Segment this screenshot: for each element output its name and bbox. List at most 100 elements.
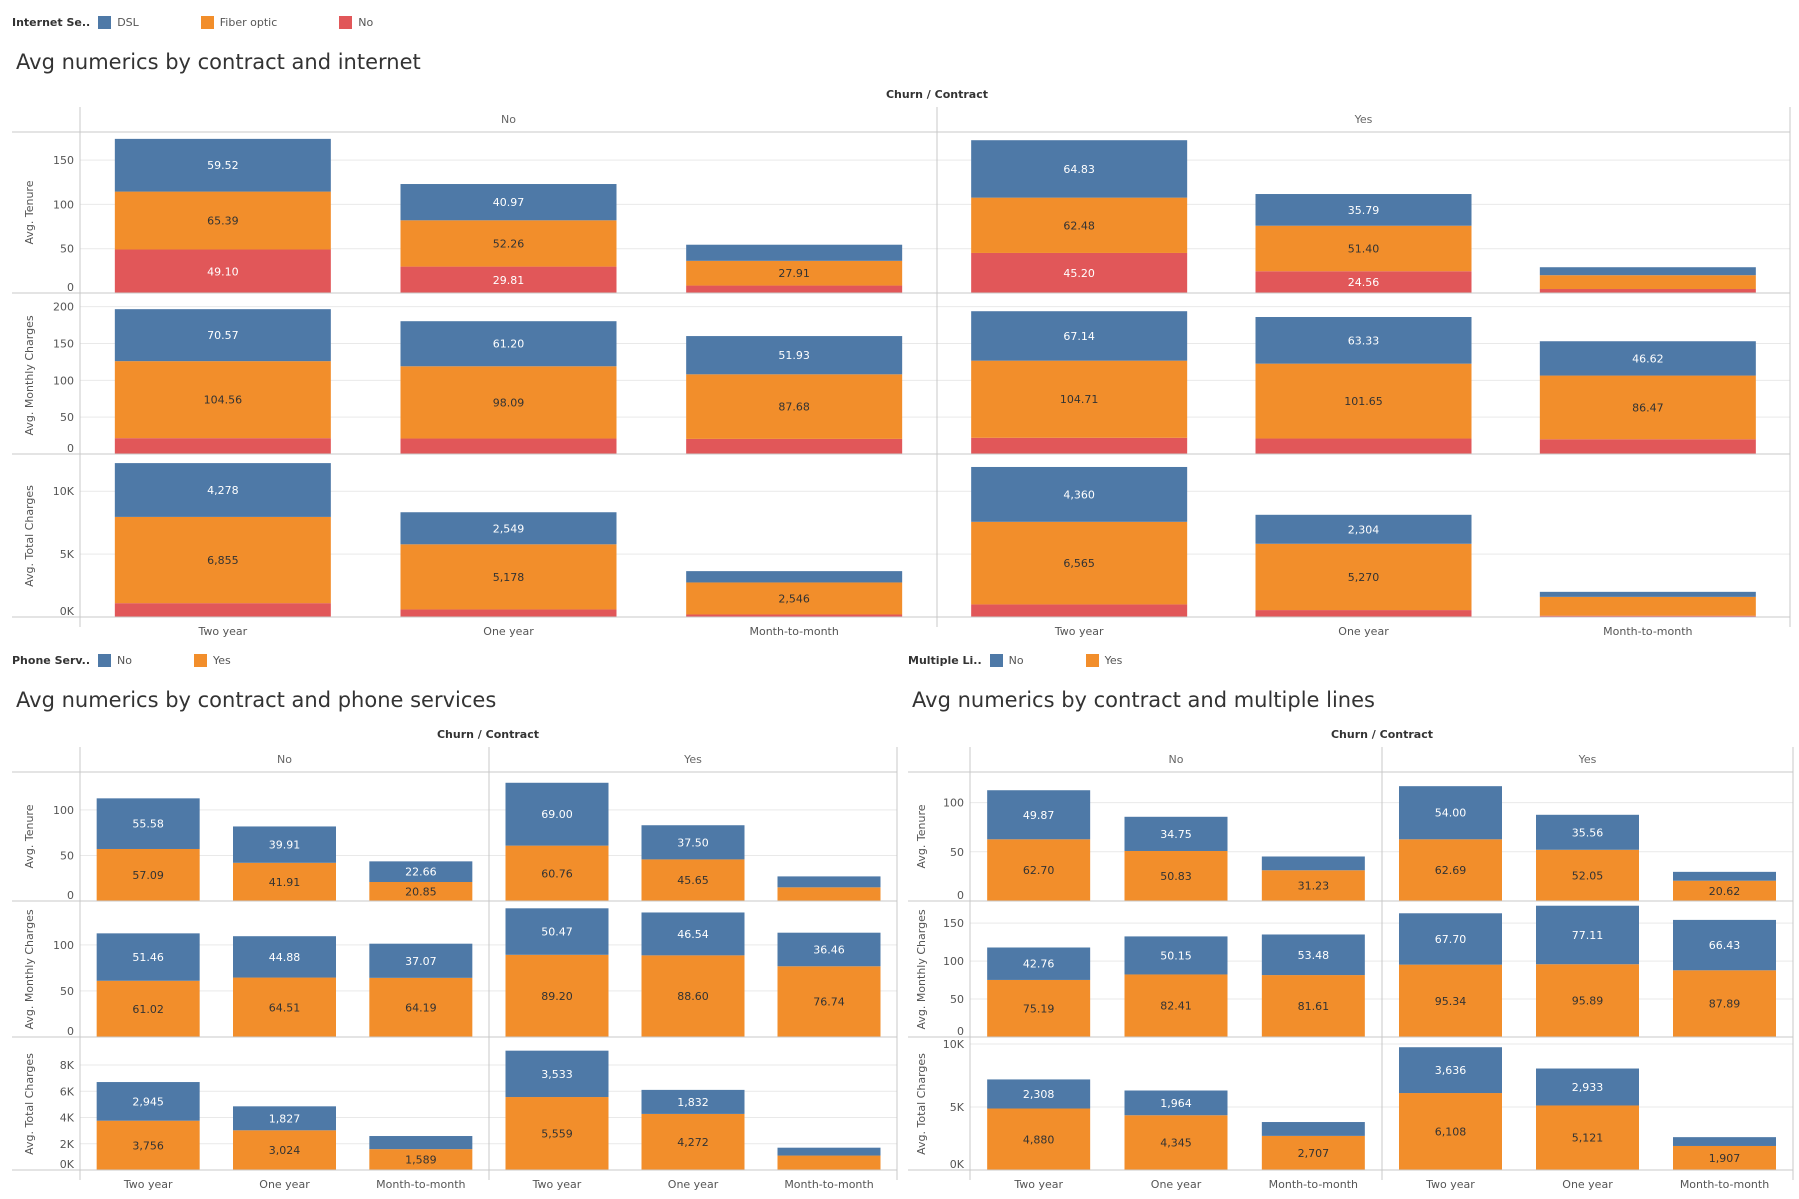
internet-service-bar-no-no-two-year: [114, 249, 331, 293]
internet-service-bar-dsl-yes-one-year: [1255, 317, 1472, 364]
legend-item-phone-yes[interactable]: Yes: [193, 653, 231, 667]
internet-service-bar-dsl-no-month-to-month: [686, 244, 903, 261]
internet-service-legend-title: Internet Se..: [12, 15, 91, 29]
multiple-lines-y-tick-label: 10K: [943, 1038, 965, 1051]
phone-service-data-label: 60.76: [541, 867, 573, 880]
internet-service-data-label: 104.71: [1060, 393, 1099, 406]
multiple-lines-chart: Churn / Contract No Yes 0 50 100 Avg. Tenure 62…: [908, 728, 1794, 1191]
multiple-lines-bar-no-yes-one-year: [1536, 1068, 1639, 1106]
legend-item-multiple-yes[interactable]: Yes: [1085, 653, 1122, 667]
multiple-lines-y-tick-label: 50: [950, 846, 964, 859]
internet-service-row-label-avg-tenure: Avg. Tenure: [23, 180, 36, 244]
internet-service-row-label-avg-total-charges: Avg. Total Charges: [23, 485, 36, 587]
internet-service-bar-dsl-no-one-year: [400, 321, 617, 367]
phone-service-row-label-avg-tenure: Avg. Tenure: [23, 804, 36, 868]
phone-service-bar-no-yes-one-year: [641, 1089, 745, 1114]
internet-service-bar-dsl-no-two-year: [114, 309, 331, 362]
multiple-lines-y-tick-label: 5K: [950, 1101, 965, 1114]
multiple-lines-bar-yes-no-month-to-month: [1261, 870, 1365, 901]
internet-service-bar-no-no-one-year: [400, 609, 617, 617]
multiple-lines-legend[interactable]: Multiple Li.. No Yes: [908, 652, 1184, 668]
phone-service-data-label: 3,756: [132, 1139, 164, 1152]
internet-service-x-category-label: One year: [1338, 625, 1389, 638]
internet-service-data-label: 61.20: [493, 338, 525, 351]
internet-service-bar-fiber-optic-no-two-year: [114, 361, 331, 439]
multiple-lines-data-label: 54.00: [1435, 807, 1467, 820]
phone-service-data-label: 89.20: [541, 990, 573, 1003]
phone-service-y-tick-label: 6K: [60, 1085, 75, 1098]
multiple-lines-data-label: 95.34: [1435, 995, 1467, 1008]
phone-service-x-category-label: One year: [259, 1178, 310, 1191]
multiple-lines-data-label: 66.43: [1709, 939, 1741, 952]
multiple-lines-data-label: 62.70: [1023, 864, 1054, 877]
phone-service-legend[interactable]: Phone Serv.. No Yes: [12, 652, 293, 668]
internet-service-data-label: 104.56: [204, 394, 243, 407]
internet-chart-title: Avg numerics by contract and internet: [16, 50, 421, 74]
multiple-lines-row-label-avg-tenure: Avg. Tenure: [915, 804, 928, 868]
phone-chart-title: Avg numerics by contract and phone servi…: [16, 688, 497, 712]
multiple-lines-y-tick-label: 150: [943, 917, 964, 930]
phone-service-bar-yes-no-month-to-month: [369, 1149, 473, 1170]
legend-item-dsl[interactable]: DSL: [98, 15, 139, 29]
internet-service-bar-fiber-optic-no-one-year: [400, 544, 617, 610]
multiple-lines-bar-no-no-one-year: [1124, 1090, 1228, 1116]
phone-service-data-label: 61.02: [132, 1003, 164, 1016]
internet-service-column-header: Churn / Contract: [886, 88, 988, 101]
multiple-lines-data-label: 4,880: [1023, 1133, 1054, 1146]
phone-service-y-tick-label: 100: [53, 939, 74, 952]
multiple-lines-bar-no-no-two-year: [987, 947, 1091, 980]
internet-service-data-label: 51.93: [778, 349, 810, 362]
legend-item-multiple-no[interactable]: No: [989, 653, 1024, 667]
legend-item-phone-no[interactable]: No: [98, 653, 132, 667]
phone-service-column-header: Churn / Contract: [437, 728, 539, 741]
multiple-lines-data-label: 95.89: [1572, 995, 1604, 1008]
multiple-lines-data-label: 49.87: [1023, 809, 1054, 822]
multiple-lines-bar-yes-no-one-year: [1124, 850, 1228, 901]
multiple-lines-x-category-label: One year: [1562, 1178, 1613, 1191]
phone-service-data-label: 76.74: [813, 996, 845, 1009]
internet-service-bar-no-no-two-year: [114, 603, 331, 617]
legend-label-dsl: DSL: [117, 15, 139, 29]
phone-service-bar-yes-yes-one-year: [641, 955, 745, 1037]
legend-item-no-internet[interactable]: No: [339, 15, 373, 29]
phone-service-y-tick-label: 0: [67, 889, 74, 902]
internet-service-bar-dsl-no-one-year: [400, 512, 617, 545]
internet-service-bar-no-yes-two-year: [971, 437, 1188, 454]
legend-swatch-phone-yes: [193, 653, 207, 667]
internet-service-bar-dsl-no-two-year: [114, 463, 331, 517]
multiple-lines-y-tick-label: 100: [943, 797, 964, 810]
internet-service-data-label: 6,855: [207, 554, 239, 567]
internet-service-data-label: 65.39: [207, 215, 239, 228]
internet-service-y-tick-label: 0: [67, 442, 74, 455]
multiple-lines-data-label: 67.70: [1435, 933, 1467, 946]
legend-label-fiber-optic: Fiber optic: [219, 15, 278, 29]
internet-service-group-header-no: No: [501, 113, 516, 126]
internet-service-data-label: 40.97: [493, 196, 525, 209]
internet-service-bar-dsl-yes-month-to-month: [1539, 591, 1756, 597]
internet-service-bar-no-no-month-to-month: [686, 285, 903, 293]
phone-service-y-tick-label: 50: [60, 849, 74, 862]
internet-service-data-label: 87.68: [778, 401, 810, 414]
phone-service-legend-title: Phone Serv..: [12, 653, 91, 667]
multiple-lines-x-category-label: One year: [1151, 1178, 1202, 1191]
phone-service-data-label: 55.58: [132, 818, 164, 831]
multiple-lines-bar-no-no-two-year: [987, 790, 1091, 840]
legend-swatch-dsl: [98, 15, 112, 29]
internet-service-bar-no-no-month-to-month: [686, 614, 903, 617]
multiple-lines-bar-yes-no-month-to-month: [1261, 1135, 1365, 1170]
legend-swatch-fiber-optic: [200, 15, 214, 29]
phone-service-y-tick-label: 0K: [60, 1158, 75, 1171]
internet-service-bar-fiber-optic-yes-month-to-month: [1539, 596, 1756, 616]
internet-service-bar-dsl-no-two-year: [114, 138, 331, 192]
phone-service-bar-yes-yes-month-to-month: [777, 966, 881, 1037]
multiple-lines-bar-no-no-one-year: [1124, 936, 1228, 975]
multiple-lines-row-label-avg-monthly-charges: Avg. Monthly Charges: [915, 909, 928, 1029]
phone-service-group-header-no: No: [277, 753, 292, 766]
legend-item-fiber-optic[interactable]: Fiber optic: [200, 15, 278, 29]
multiple-lines-bar-yes-yes-month-to-month: [1673, 970, 1776, 1037]
internet-service-legend[interactable]: Internet Se.. DSL Fiber optic No: [12, 14, 435, 30]
internet-service-y-tick-label: 0K: [60, 605, 75, 618]
multiple-lines-bar-no-yes-one-year: [1536, 814, 1639, 850]
internet-service-y-tick-label: 5K: [60, 548, 75, 561]
phone-service-data-label: 1,832: [677, 1096, 709, 1109]
